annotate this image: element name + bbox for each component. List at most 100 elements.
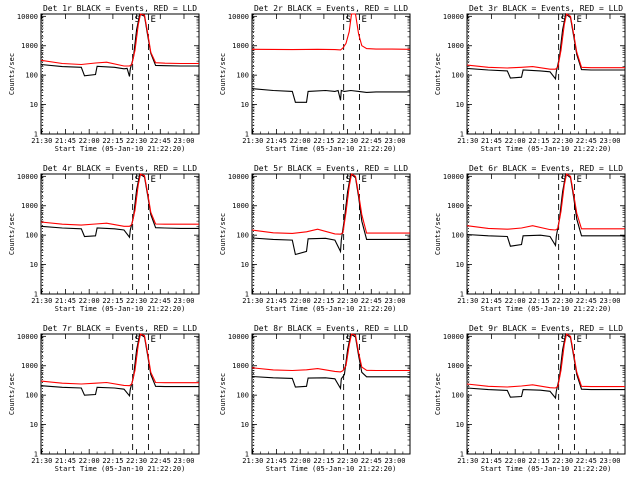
x-tick-label: 22:30 <box>126 457 147 465</box>
y-axis-label: Counts/sec <box>434 53 442 95</box>
x-axis-label: Start Time (05-Jan-10 21:22:20) <box>481 145 612 153</box>
x-tick-label: 21:45 <box>55 457 76 465</box>
end-marker-label: E <box>576 335 581 345</box>
y-tick-label: 10000 <box>228 173 249 181</box>
lld-series-line <box>251 333 410 373</box>
x-tick-label: 22:45 <box>361 297 382 305</box>
axes-frame <box>466 173 626 295</box>
y-tick-label: 1000 <box>232 362 249 370</box>
start-marker-label: S <box>561 335 566 345</box>
events-series-line <box>466 333 625 400</box>
y-tick-label: 1 <box>245 131 249 139</box>
end-marker-label: E <box>150 335 155 345</box>
x-tick-label: 22:45 <box>361 137 382 145</box>
y-tick-label: 10 <box>241 421 249 429</box>
lld-series-line <box>251 13 411 51</box>
x-tick-label: 23:00 <box>599 457 620 465</box>
x-tick-label: 21:30 <box>457 137 478 145</box>
x-tick-label: 22:15 <box>313 137 334 145</box>
events-series-line <box>40 173 199 239</box>
x-tick-label: 22:45 <box>150 457 171 465</box>
y-tick-label: 100 <box>451 232 464 240</box>
x-tick-label: 22:30 <box>337 137 358 145</box>
lld-series-line <box>466 13 625 70</box>
end-marker-label: E <box>150 175 155 185</box>
x-tick-label: 22:45 <box>576 457 597 465</box>
x-tick-label: 21:30 <box>31 137 52 145</box>
detector-panel-4: Det 4r BLACK = Events, RED = LLD 1 10 100 10… <box>8 164 200 313</box>
x-tick-label: 21:45 <box>55 137 76 145</box>
detector-panel-8: Det 8r BLACK = Events, RED = LLD 1 10 100 10… <box>219 324 411 473</box>
events-series-line <box>251 173 410 256</box>
x-axis-label: Start Time (05-Jan-10 21:22:20) <box>55 145 186 153</box>
x-tick-label: 21:30 <box>242 457 263 465</box>
x-tick-label: 22:30 <box>337 297 358 305</box>
x-tick-label: 23:00 <box>599 297 620 305</box>
y-tick-label: 1000 <box>447 42 464 50</box>
lld-series-line <box>466 333 625 389</box>
y-tick-label: 10000 <box>443 173 464 181</box>
detector-panel-6: Det 6r BLACK = Events, RED = LLD 1 10 100 10… <box>434 164 626 313</box>
y-tick-label: 100 <box>236 232 249 240</box>
x-tick-label: 22:00 <box>505 137 526 145</box>
y-axis-label: Counts/sec <box>219 53 227 95</box>
x-tick-label: 22:15 <box>313 457 334 465</box>
end-marker-label: E <box>361 15 366 25</box>
y-tick-label: 1000 <box>447 202 464 210</box>
detector-panel-3: Det 3r BLACK = Events, RED = LLD 1 10 100 10… <box>434 4 626 153</box>
x-tick-label: 23:00 <box>173 457 194 465</box>
y-tick-label: 1000 <box>21 362 38 370</box>
x-tick-label: 22:30 <box>552 137 573 145</box>
x-tick-label: 21:45 <box>481 297 502 305</box>
x-tick-label: 22:00 <box>505 457 526 465</box>
x-tick-label: 21:45 <box>55 297 76 305</box>
x-tick-label: 21:30 <box>31 297 52 305</box>
axes-frame <box>251 173 411 295</box>
y-tick-label: 10000 <box>443 13 464 21</box>
y-tick-label: 100 <box>25 392 38 400</box>
y-axis-label: Counts/sec <box>8 373 16 415</box>
y-tick-label: 1 <box>460 131 464 139</box>
panel-title: Det 6r BLACK = Events, RED = LLD <box>469 164 623 173</box>
y-tick-label: 10 <box>456 421 464 429</box>
x-tick-label: 22:15 <box>528 137 549 145</box>
x-axis-label: Start Time (05-Jan-10 21:22:20) <box>481 465 612 473</box>
y-tick-label: 1000 <box>232 202 249 210</box>
detector-panel-2: Det 2r BLACK = Events, RED = LLD 1 10 100 10… <box>219 4 411 153</box>
x-tick-label: 21:45 <box>481 137 502 145</box>
axes-frame <box>251 13 411 135</box>
y-tick-label: 100 <box>236 392 249 400</box>
x-axis-label: Start Time (05-Jan-10 21:22:20) <box>55 305 186 313</box>
events-series-line <box>40 13 199 77</box>
start-marker-label: S <box>346 335 351 345</box>
x-tick-label: 22:30 <box>337 457 358 465</box>
x-tick-label: 22:30 <box>552 457 573 465</box>
detector-panel-5: Det 5r BLACK = Events, RED = LLD 1 10 100 10… <box>219 164 411 313</box>
start-marker-label: S <box>135 175 140 185</box>
y-axis-label: Counts/sec <box>434 373 442 415</box>
x-tick-label: 21:45 <box>266 457 287 465</box>
y-axis-label: Counts/sec <box>8 53 16 95</box>
x-tick-label: 22:45 <box>150 297 171 305</box>
x-tick-label: 22:30 <box>552 297 573 305</box>
end-marker-label: E <box>361 175 366 185</box>
y-tick-label: 1 <box>245 451 249 459</box>
end-marker-label: E <box>361 335 366 345</box>
end-marker-label: E <box>576 15 581 25</box>
x-axis-label: Start Time (05-Jan-10 21:22:20) <box>55 465 186 473</box>
y-tick-label: 10 <box>30 101 38 109</box>
lld-series-line <box>40 13 199 67</box>
y-tick-label: 1 <box>460 291 464 299</box>
x-tick-label: 22:15 <box>102 137 123 145</box>
y-tick-label: 10 <box>456 101 464 109</box>
detector-panel-9: Det 9r BLACK = Events, RED = LLD 1 10 100 10… <box>434 324 626 473</box>
panel-title: Det 2r BLACK = Events, RED = LLD <box>254 4 408 13</box>
y-tick-label: 10000 <box>17 13 38 21</box>
y-tick-label: 100 <box>25 232 38 240</box>
panel-title: Det 8r BLACK = Events, RED = LLD <box>254 324 408 333</box>
start-marker-label: S <box>135 335 140 345</box>
events-series-line <box>251 88 410 103</box>
x-tick-label: 21:30 <box>457 457 478 465</box>
y-tick-label: 1 <box>460 451 464 459</box>
x-tick-label: 22:15 <box>528 297 549 305</box>
